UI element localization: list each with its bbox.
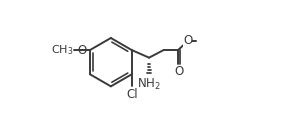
Text: Cl: Cl	[126, 88, 138, 101]
Text: NH$_2$: NH$_2$	[137, 77, 161, 92]
Text: O: O	[183, 34, 192, 47]
Text: O: O	[77, 44, 86, 57]
Text: O: O	[174, 65, 183, 78]
Text: CH$_3$: CH$_3$	[51, 43, 73, 57]
